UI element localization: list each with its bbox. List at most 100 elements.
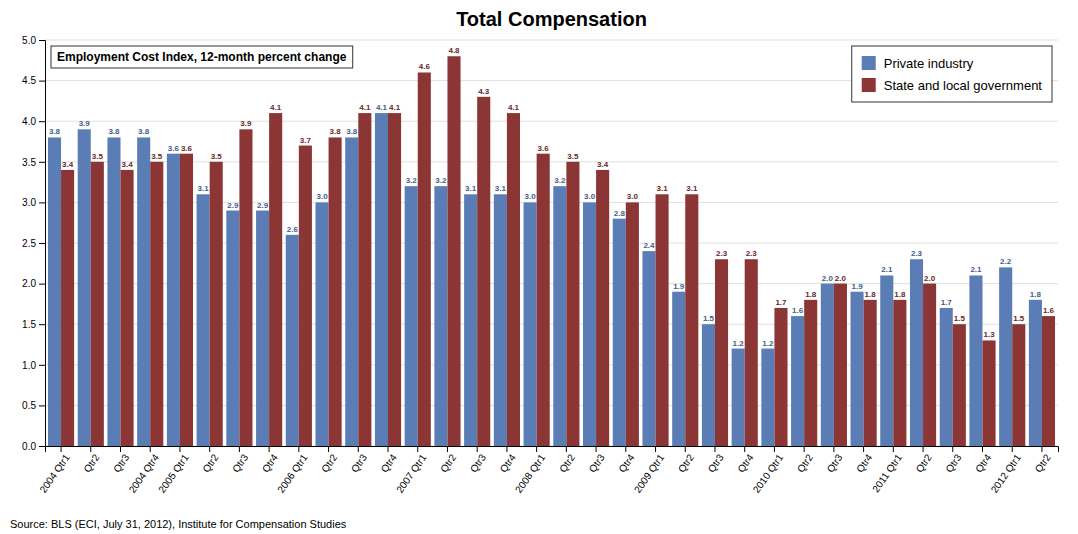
legend-item: State and local government — [862, 78, 1043, 93]
bar — [286, 235, 299, 446]
data-label: 4.3 — [478, 87, 490, 96]
bar — [999, 267, 1012, 446]
x-tick-label: Qtr3 — [111, 452, 131, 475]
bar — [715, 259, 728, 446]
chart-svg: 0.00.51.01.52.02.53.03.54.04.55.02004 Qt… — [0, 0, 1078, 534]
bar — [48, 137, 61, 446]
x-tick: Qtr3 — [230, 446, 250, 474]
bar — [642, 251, 655, 446]
bar — [596, 170, 609, 446]
x-tick: 2005 Qtr1 — [156, 446, 191, 495]
bar — [626, 202, 639, 446]
bar — [167, 154, 180, 446]
bar — [329, 137, 342, 446]
data-label: 1.6 — [792, 306, 804, 315]
data-label: 3.2 — [554, 176, 566, 185]
bar — [864, 300, 877, 446]
data-label: 3.0 — [627, 192, 639, 201]
data-label: 3.0 — [316, 192, 328, 201]
data-label: 3.1 — [198, 184, 210, 193]
y-tick: 3.5 — [22, 157, 45, 168]
y-axis-line — [39, 41, 46, 447]
data-label: 2.3 — [911, 249, 923, 258]
x-tick: Qtr3 — [349, 446, 369, 474]
x-tick-mark — [61, 446, 62, 452]
x-tick: Qtr4 — [735, 446, 755, 474]
y-tick-label: 4.5 — [22, 75, 36, 86]
data-label: 4.1 — [270, 103, 282, 112]
x-tick-label: Qtr2 — [200, 452, 220, 475]
bar — [702, 324, 715, 446]
bar — [388, 113, 401, 446]
data-label: 3.0 — [525, 192, 537, 201]
x-tick-label: Qtr4 — [854, 452, 874, 475]
x-tick: 2010 Qtr1 — [751, 446, 786, 495]
data-label: 1.7 — [775, 298, 787, 307]
x-tick-mark — [625, 446, 626, 452]
y-tick-label: 2.0 — [22, 278, 36, 289]
bar — [61, 170, 74, 446]
bar — [375, 113, 388, 446]
y-tick-mark — [39, 202, 45, 203]
data-label: 2.1 — [881, 265, 893, 274]
bar-series — [61, 56, 1055, 446]
y-tick: 0.5 — [22, 400, 45, 411]
bar — [345, 137, 358, 446]
data-label: 3.8 — [346, 127, 358, 136]
bar — [405, 186, 418, 446]
x-tick-label: Qtr2 — [795, 452, 815, 475]
source: Source: BLS (ECI, July 31, 2012), Instit… — [10, 518, 347, 530]
x-tick-label: Qtr2 — [319, 452, 339, 475]
data-label: 1.7 — [941, 298, 953, 307]
x-tick-mark — [239, 446, 240, 452]
x-tick-label: 2006 Qtr1 — [275, 452, 310, 495]
y-tick-mark — [39, 324, 45, 325]
data-label: 3.8 — [138, 127, 150, 136]
bar — [358, 113, 371, 446]
bar — [180, 154, 193, 446]
x-tick-label: Qtr2 — [81, 452, 101, 475]
data-label: 2.3 — [716, 249, 728, 258]
x-tick-mark — [417, 446, 418, 452]
y-tick: 0.0 — [22, 441, 45, 452]
data-label: 1.8 — [865, 290, 877, 299]
bar — [969, 275, 982, 446]
x-tick-mark — [150, 446, 151, 452]
x-tick: Qtr2 — [795, 446, 815, 474]
bar — [78, 129, 91, 446]
x-tick-label: 2009 Qtr1 — [632, 452, 667, 495]
data-label: 3.4 — [121, 160, 133, 169]
bar — [804, 300, 817, 446]
bar — [477, 97, 490, 446]
x-tick: 2011 Qtr1 — [870, 446, 904, 494]
x-tick-label: 2012 Qtr1 — [989, 452, 1024, 495]
x-tick-label: 2011 Qtr1 — [870, 452, 904, 494]
x-tick-label: Qtr2 — [676, 452, 696, 475]
bar — [299, 146, 312, 446]
bar — [256, 211, 269, 446]
x-tick-label: Qtr4 — [616, 452, 636, 475]
y-tick-mark — [39, 81, 45, 82]
data-label: 2.0 — [924, 274, 936, 283]
x-tick: Qtr3 — [943, 446, 963, 474]
data-label: 3.1 — [495, 184, 507, 193]
x-tick-mark — [1041, 446, 1042, 452]
bar — [583, 202, 596, 446]
subtitle: Employment Cost Index, 12-month percent … — [57, 50, 347, 64]
x-tick: Qtr3 — [111, 446, 131, 474]
x-tick: Qtr2 — [1033, 446, 1053, 474]
legend-label: Private industry — [884, 56, 974, 71]
x-tick-mark — [774, 446, 775, 452]
x-tick: Qtr2 — [914, 446, 934, 474]
bar — [761, 349, 774, 446]
data-label: 1.5 — [703, 314, 715, 323]
y-tick: 3.0 — [22, 197, 45, 208]
bar — [239, 129, 252, 446]
y-tick: 1.5 — [22, 319, 45, 330]
data-label: 1.5 — [1013, 314, 1025, 323]
x-tick-mark — [596, 446, 597, 452]
x-tick-label: 2005 Qtr1 — [156, 452, 191, 495]
grid-line — [45, 40, 1058, 41]
x-tick: Qtr4 — [260, 446, 280, 474]
data-label: 2.2 — [1000, 257, 1012, 266]
